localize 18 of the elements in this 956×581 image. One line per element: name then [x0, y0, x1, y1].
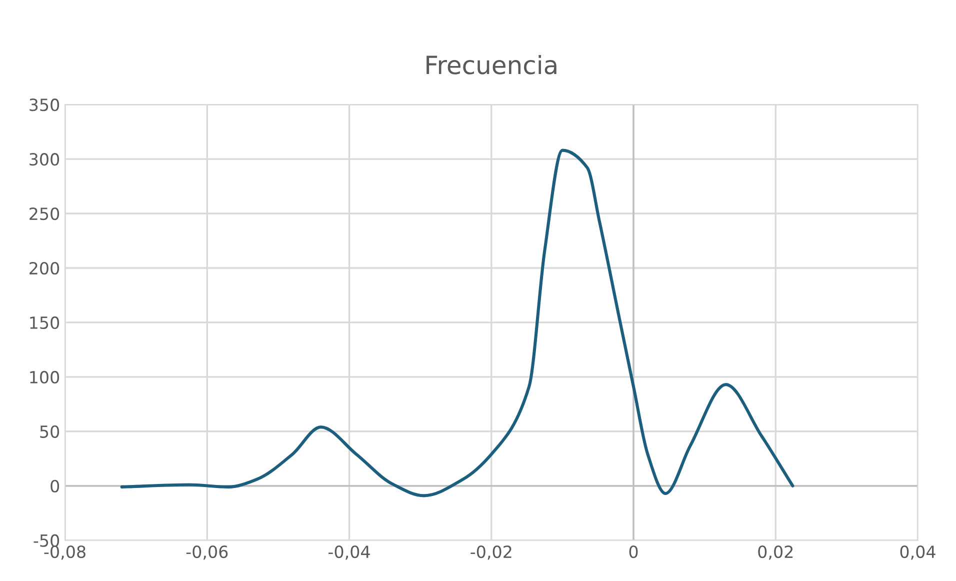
- y-tick-label: 150: [30, 316, 60, 330]
- x-tick-label: -0,04: [328, 545, 370, 560]
- y-tick-label: 300: [30, 153, 60, 166]
- y-tick-label: 200: [30, 262, 60, 275]
- y-tick-label: 50: [40, 425, 60, 438]
- chart-title: Frecuencia: [426, 55, 556, 74]
- line-series: [120, 148, 794, 498]
- y-tick-label: 250: [30, 207, 60, 220]
- y-tick-label: 100: [30, 370, 60, 384]
- x-tick-label: -0,06: [186, 545, 228, 560]
- x-tick-label: 0,02: [758, 545, 793, 560]
- x-tick-label: 0,04: [900, 545, 936, 560]
- x-tick-label: -0,02: [470, 545, 512, 560]
- y-tick-label: 350: [30, 98, 60, 112]
- x-tick-label: 0: [629, 545, 638, 558]
- y-tick-label: -50: [34, 534, 60, 547]
- x-tick-label: -0,08: [44, 545, 86, 560]
- y-tick-label: 0: [50, 480, 60, 492]
